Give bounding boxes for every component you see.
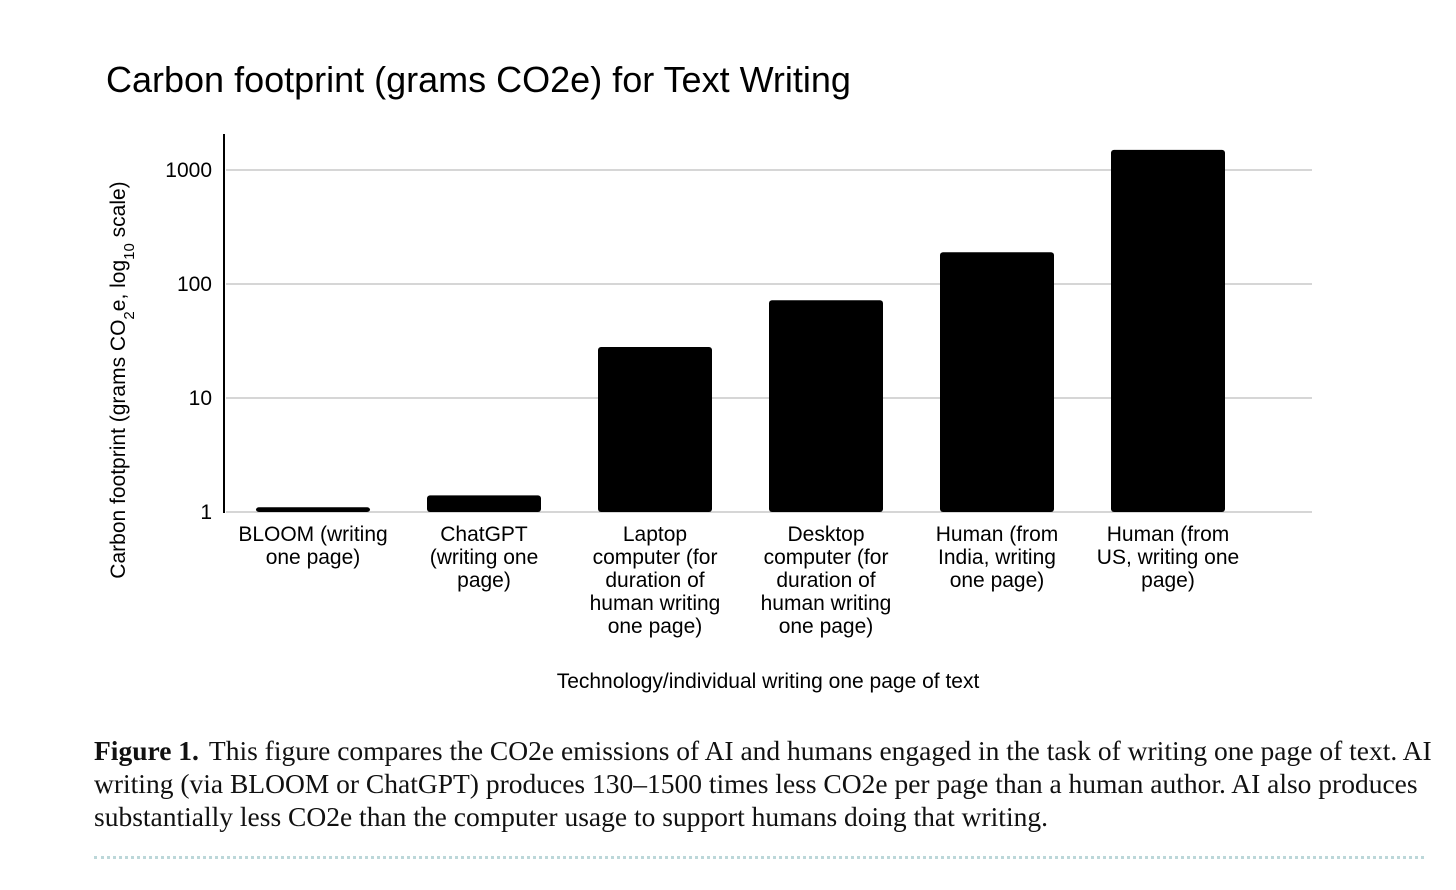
y-tick-label: 10 [189, 387, 212, 410]
y-tick-label: 100 [177, 273, 212, 296]
x-axis-category-labels: BLOOM (writing one page) ChatGPT (writing o… [238, 523, 1239, 638]
x-tick-label: ChatGPT (writing one page) [430, 523, 539, 592]
figure-caption-text: This figure compares the CO2e emissions … [94, 735, 1432, 832]
y-tick-label: 1 [200, 501, 212, 524]
bar [598, 347, 712, 512]
figure-caption: Figure 1. This figure compares the CO2e e… [94, 734, 1434, 833]
dotted-divider [94, 856, 1424, 859]
y-axis-ticks: 1 10 100 1000 [165, 159, 212, 524]
x-tick-label: Human (from India, writing one page) [936, 523, 1059, 592]
bar [427, 495, 541, 512]
y-axis-label: Carbon footprint (grams CO2e, log10 scal… [107, 181, 138, 578]
x-axis-label: Technology/individual writing one page o… [557, 670, 980, 693]
x-tick-label: BLOOM (writing one page) [238, 523, 387, 569]
x-tick-label: Human (from US, writing one page) [1097, 523, 1239, 592]
bar [1111, 149, 1225, 512]
x-tick-label: Desktop computer (for duration of human wri… [761, 523, 892, 638]
figure-caption-label: Figure 1. [94, 735, 199, 766]
bar [256, 507, 370, 512]
bar [940, 252, 1054, 512]
x-tick-label: Laptop computer (for duration of human writ… [590, 523, 721, 638]
bar-chart: Carbon footprint (grams CO2e) for Text W… [106, 59, 1312, 693]
bar [769, 300, 883, 512]
bars [256, 149, 1225, 512]
y-tick-label: 1000 [165, 159, 212, 182]
chart-title: Carbon footprint (grams CO2e) for Text W… [106, 59, 851, 100]
